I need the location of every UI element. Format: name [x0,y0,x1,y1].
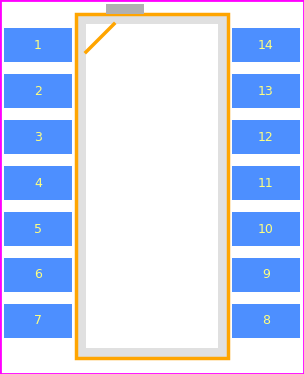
Bar [4,166,72,200]
Bar [232,258,300,292]
Text: 11: 11 [258,177,274,190]
Text: 13: 13 [258,85,274,98]
Bar [86,24,218,348]
Text: 3: 3 [34,131,42,144]
Text: 2: 2 [34,85,42,98]
Text: 1: 1 [34,39,42,52]
Bar [232,166,300,200]
Bar [232,74,300,108]
Bar [4,258,72,292]
Text: 4: 4 [34,177,42,190]
Bar [106,4,144,14]
Text: 7: 7 [34,315,42,328]
Bar [4,28,72,62]
Bar [4,212,72,246]
Bar [232,304,300,338]
Text: 14: 14 [258,39,274,52]
Bar [86,24,218,348]
Bar [232,212,300,246]
Text: 12: 12 [258,131,274,144]
Text: 5: 5 [34,223,42,236]
Bar [76,14,228,358]
Text: 10: 10 [258,223,274,236]
Bar [232,28,300,62]
Bar [232,120,300,154]
Text: 8: 8 [262,315,270,328]
Bar [4,304,72,338]
Text: 6: 6 [34,269,42,282]
Text: 9: 9 [262,269,270,282]
Bar [4,120,72,154]
Bar [4,74,72,108]
